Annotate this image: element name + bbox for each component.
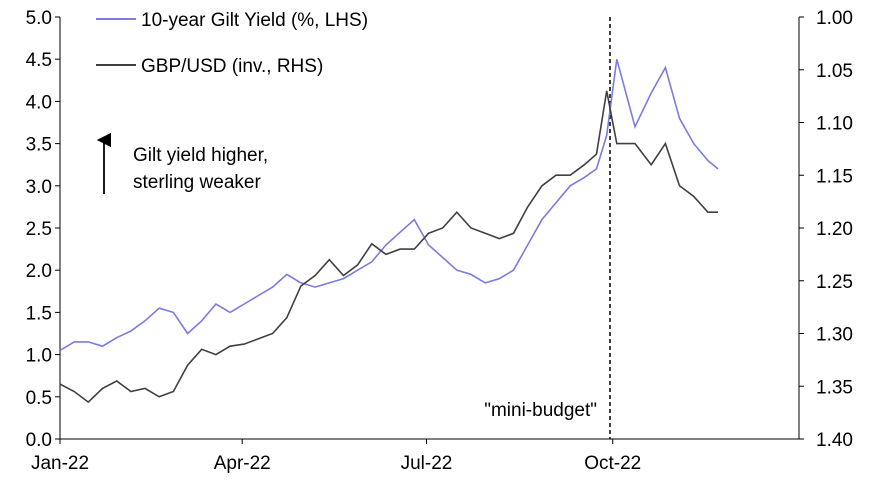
arrow-annotation-line2: sterling weaker: [133, 172, 261, 193]
y-right-tick-label: 1.10: [816, 114, 853, 135]
legend-label-gbp: GBP/USD (inv., RHS): [141, 56, 323, 77]
axes: [59, 17, 800, 440]
y-right-tick-label: 1.15: [816, 166, 853, 187]
y-right-tick-label: 1.20: [816, 219, 853, 240]
y-left-ticks: 0.0 0.5 1.0 1.5 2.0 2.5 3.0 3.5 4.0 4.5 5.0: [26, 8, 60, 451]
y-right-tick-label: 1.00: [816, 8, 853, 29]
legend: 10-year Gilt Yield (%, LHS) GBP/USD (inv…: [96, 10, 368, 77]
y-right-ticks: 1.00 1.05 1.10 1.15 1.20 1.25 1.30 1.35 1.40: [799, 8, 853, 451]
y-left-tick-label: 3.5: [26, 135, 52, 156]
x-tick-label: Oct-22: [584, 453, 641, 474]
y-left-tick-label: 2.5: [26, 219, 52, 240]
x-tick-label: Jul-22: [401, 453, 453, 474]
y-right-tick-label: 1.25: [816, 272, 853, 293]
y-right-tick-label: 1.35: [816, 377, 853, 398]
y-right-tick-label: 1.30: [816, 325, 853, 346]
y-left-tick-label: 0.5: [26, 388, 52, 409]
y-left-tick-label: 2.0: [26, 261, 52, 282]
series-gilt-yield: [59, 58, 719, 352]
x-tick-label: Jan-22: [31, 453, 89, 474]
y-left-tick-label: 3.0: [26, 177, 52, 198]
arrow-annotation: Gilt yield higher, sterling weaker: [96, 132, 268, 194]
y-left-tick-label: 1.0: [26, 346, 52, 367]
y-right-tick-label: 1.05: [816, 61, 853, 82]
x-tick-label: Apr-22: [214, 453, 271, 474]
y-left-tick-label: 0.0: [26, 430, 52, 451]
mini-budget-label: "mini-budget": [484, 400, 597, 421]
y-left-tick-label: 4.0: [26, 92, 52, 113]
legend-label-gilt: 10-year Gilt Yield (%, LHS): [141, 10, 368, 31]
y-right-tick-label: 1.40: [816, 430, 853, 451]
x-ticks: Jan-22 Apr-22 Jul-22 Oct-22: [31, 439, 641, 474]
arrow-annotation-line1: Gilt yield higher,: [133, 145, 268, 166]
series-gbp-usd: [59, 90, 718, 404]
y-left-tick-label: 1.5: [26, 303, 52, 324]
y-left-tick-label: 5.0: [26, 8, 52, 29]
y-left-tick-label: 4.5: [26, 50, 52, 71]
